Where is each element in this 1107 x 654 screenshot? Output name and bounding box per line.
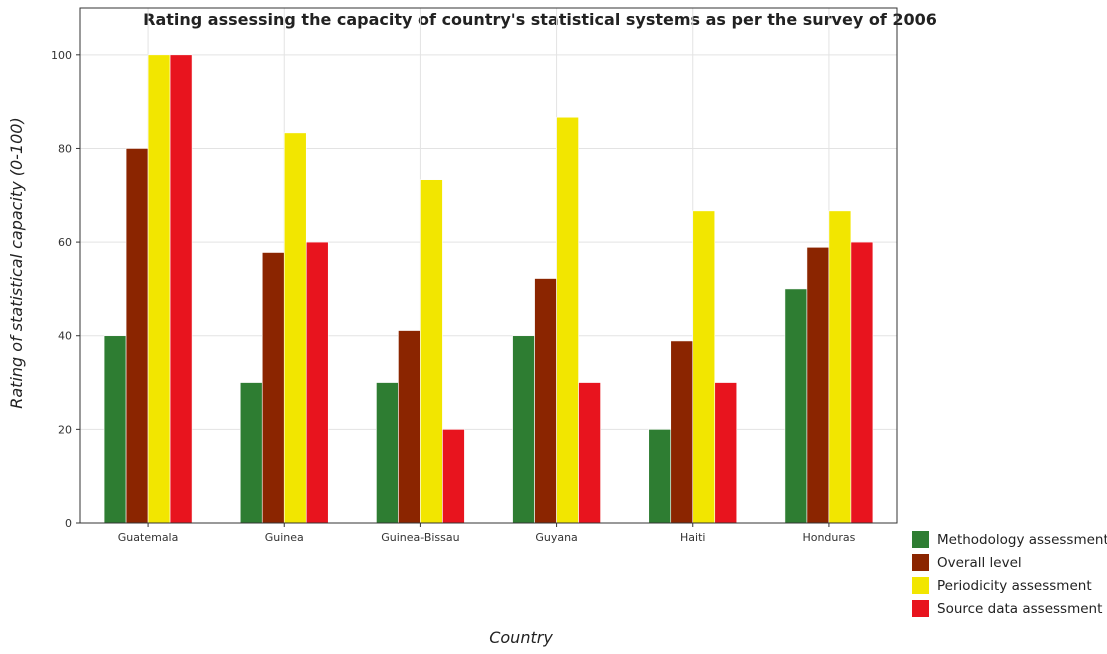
bar [670, 340, 694, 524]
x-tick-label: Honduras [802, 531, 855, 544]
bar [420, 179, 443, 524]
y-tick-label: 20 [58, 423, 72, 436]
legend: Methodology assessment Overall level Perio… [912, 531, 1107, 617]
x-tick-label: Guatemala [118, 531, 179, 544]
grid-lines [80, 8, 897, 524]
plot-frame [79, 7, 898, 524]
bar [784, 288, 808, 524]
bar [169, 54, 193, 524]
bar [261, 252, 285, 524]
tick-labels: 0 20 40 60 80 100 Guatemala Guinea Guinea-Bissau… [51, 49, 856, 544]
legend-swatch [912, 531, 929, 548]
x-axis-label: Country [489, 628, 553, 647]
x-tick-label: Haiti [680, 531, 705, 544]
legend-label: Source data assessment [937, 601, 1102, 617]
bar [305, 241, 329, 524]
bar [692, 210, 716, 524]
bar [578, 382, 601, 524]
y-tick-label: 80 [58, 142, 72, 155]
y-tick-label: 40 [58, 330, 72, 343]
bar [442, 429, 465, 524]
bar [283, 132, 307, 524]
y-tick-label: 100 [51, 49, 72, 62]
bar [125, 148, 149, 524]
chart-title: Rating assessing the capacity of country… [143, 10, 937, 29]
bar [103, 335, 127, 524]
legend-label: Methodology assessment [937, 532, 1107, 548]
bar [376, 382, 399, 524]
bar [512, 335, 535, 524]
bar [239, 382, 263, 524]
axes [76, 7, 898, 527]
legend-label: Periodicity assessment [937, 578, 1092, 594]
bar [534, 278, 557, 524]
y-tick-label: 0 [65, 517, 72, 530]
bar [828, 210, 852, 524]
bar [648, 429, 672, 524]
legend-label: Overall level [937, 555, 1022, 571]
bar [714, 382, 738, 524]
legend-swatch [912, 554, 929, 571]
bar [806, 246, 830, 524]
x-tick-label: Guyana [535, 531, 577, 544]
x-tick-label: Guinea [265, 531, 304, 544]
y-axis-label: Rating of statistical capacity (0-100) [7, 117, 26, 408]
bar [850, 241, 874, 524]
legend-swatch [912, 600, 929, 617]
y-tick-label: 60 [58, 236, 72, 249]
bar [147, 54, 171, 524]
legend-swatch [912, 577, 929, 594]
bar [556, 116, 579, 524]
bar [398, 330, 421, 524]
x-tick-label: Guinea-Bissau [381, 531, 459, 544]
bars [103, 54, 874, 524]
